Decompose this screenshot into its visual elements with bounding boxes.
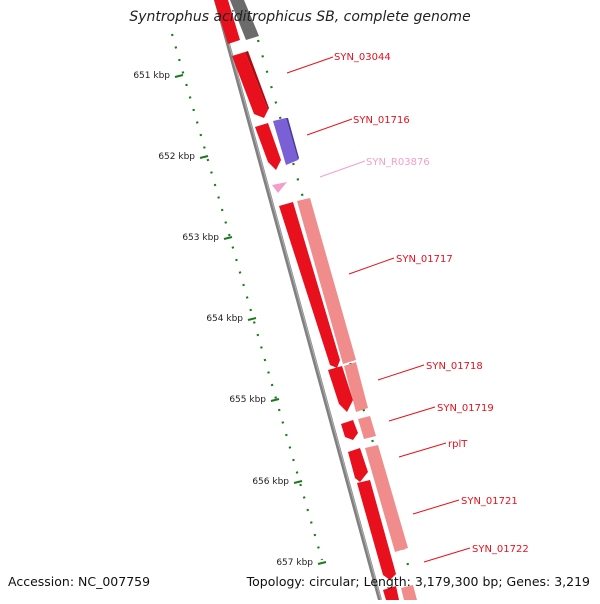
outer-tick-track: [170, 33, 324, 561]
kbp-tick-label: 657 kbp: [276, 558, 313, 568]
gene-feature-syn-03044[interactable]: [232, 51, 269, 118]
gene-label[interactable]: SYN_01717: [396, 254, 453, 265]
gene-feature-syn-01719[interactable]: [341, 416, 376, 440]
kbp-tick-label: 654 kbp: [206, 314, 243, 324]
backbone: [214, 0, 382, 601]
gene-label[interactable]: SYN_R03876: [366, 157, 430, 168]
kbp-tick-mark: [293, 480, 303, 484]
gene-feature-syn-01716[interactable]: [255, 123, 281, 170]
gene-label[interactable]: SYN_03044: [334, 52, 391, 63]
gene-leader-line: [412, 499, 460, 515]
gene-label[interactable]: SYN_01719: [437, 403, 494, 414]
gene-feature-syn-r03876[interactable]: [272, 182, 287, 193]
kbp-tick-mark: [317, 561, 327, 565]
gene-feature-syn-01716-other[interactable]: [273, 118, 299, 165]
gene-leader-line: [286, 56, 334, 74]
gene-feature-rplt[interactable]: [348, 448, 368, 482]
gene-feature-syn-01721[interactable]: [357, 480, 396, 580]
kbp-tick-mark: [247, 317, 257, 321]
kbp-tick-mark: [199, 155, 209, 159]
gene-leader-line: [398, 442, 447, 458]
gene-feature-syn-01717-light[interactable]: [297, 198, 356, 364]
gene-leader-line: [377, 364, 425, 381]
gene-feature-syn-01722[interactable]: [383, 585, 417, 600]
feature-top-grey: [214, 0, 259, 44]
kbp-tick-label: 655 kbp: [229, 395, 266, 405]
gene-feature-syn-01718[interactable]: [328, 362, 368, 412]
kbp-tick-mark: [223, 236, 233, 240]
gene-leader-line: [423, 547, 471, 563]
gene-feature-syn-01717[interactable]: [279, 202, 340, 368]
gene-label[interactable]: SYN_01722: [472, 544, 529, 555]
genome-summary-text: Topology: circular; Length: 3,179,300 bp…: [246, 574, 590, 589]
kbp-tick-label: 653 kbp: [182, 233, 219, 243]
kbp-tick-label: 652 kbp: [158, 152, 195, 162]
kbp-tick-label: 651 kbp: [133, 71, 170, 81]
gene-label[interactable]: SYN_01718: [426, 361, 483, 372]
map-title: Syntrophus aciditrophicus SB, complete g…: [129, 9, 471, 25]
gene-leader-line: [388, 406, 436, 422]
gene-leader-line: [348, 257, 395, 275]
gene-leader-line: [319, 160, 366, 178]
kbp-tick-label: 656 kbp: [252, 477, 289, 487]
gene-leader-line: [306, 118, 353, 136]
kbp-tick-mark: [270, 398, 280, 402]
gene-label[interactable]: rplT: [448, 439, 468, 450]
kbp-tick-mark: [174, 74, 184, 78]
gene-feature-syn-01721-light[interactable]: [365, 445, 408, 552]
kbp-scale: 651 kbp 652 kbp 653 kbp 654 kbp 655 kbp 656 k…: [133, 71, 327, 568]
gene-label[interactable]: SYN_01716: [353, 115, 410, 126]
gene-label[interactable]: SYN_01721: [461, 496, 518, 507]
accession-text: Accession: NC_007759: [8, 574, 151, 589]
gene-labels: SYN_03044 SYN_01716 SYN_R03876 SYN_01717 SYN…: [286, 52, 529, 563]
